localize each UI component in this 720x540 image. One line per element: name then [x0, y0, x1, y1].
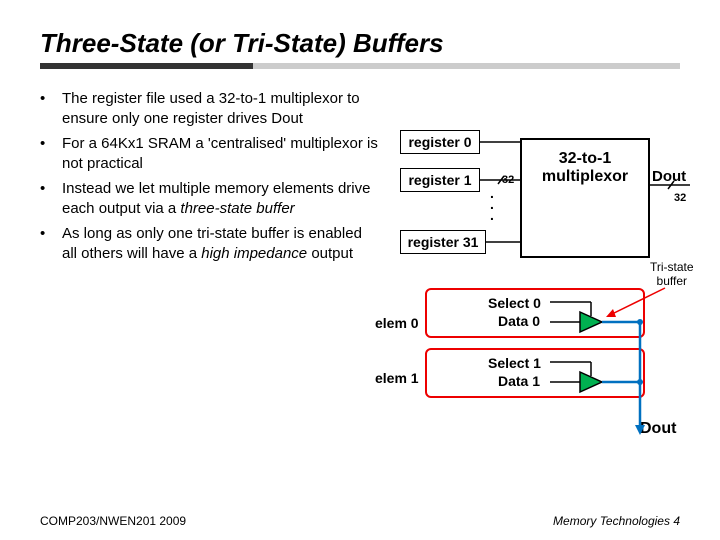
bullet-1: The register file used a 32-to-1 multipl… [62, 89, 380, 128]
bullet-4: As long as only one tri-state buffer is … [62, 224, 380, 263]
footer-right: Memory Technologies 4 [553, 514, 680, 528]
bullet-list: •The register file used a 32-to-1 multip… [40, 89, 380, 269]
footer-left: COMP203/NWEN201 2009 [40, 514, 186, 528]
diagram-area: register 0 register 1 ... register 31 32… [380, 130, 710, 490]
bullet-3: Instead we let multiple memory elements … [62, 179, 380, 218]
slide-title: Three-State (or Tri-State) Buffers [40, 28, 680, 59]
diagram-wires [380, 130, 710, 490]
title-underline [40, 63, 680, 73]
bullet-2: For a 64Kx1 SRAM a 'centralised' multipl… [62, 134, 380, 173]
